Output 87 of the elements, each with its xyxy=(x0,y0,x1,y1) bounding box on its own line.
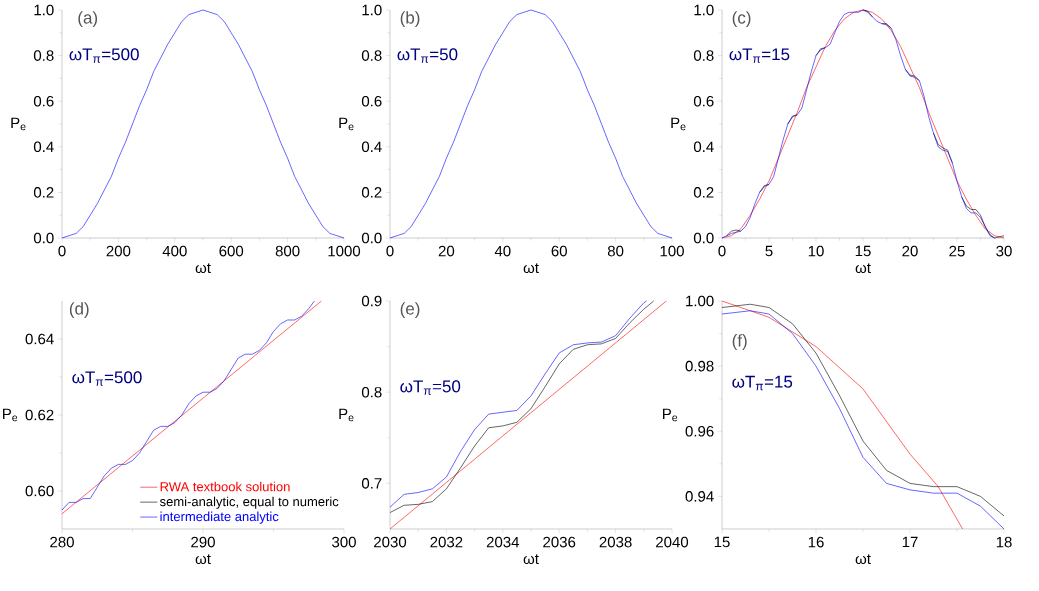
y-tick-label: 0.8 xyxy=(361,50,382,61)
annotation: (f) xyxy=(732,334,747,350)
y-tick-label: 0.96 xyxy=(685,425,714,437)
x-tick-label: 10 xyxy=(808,245,824,257)
y-tick-label: 0.2 xyxy=(693,187,714,198)
x-tick-label: 200 xyxy=(106,245,131,257)
y-axis-title: P$_{e}$ xyxy=(663,408,678,422)
x-tick-label: 400 xyxy=(162,245,187,257)
y-tick-label: 0.0 xyxy=(361,232,382,244)
x-tick-label: 100 xyxy=(660,245,684,257)
annotation: ωT$_{π}$=500 xyxy=(69,48,139,63)
y-tick-label: 0.8 xyxy=(361,386,382,398)
y-tick-label: 0.2 xyxy=(361,187,382,198)
x-axis-title: ωt xyxy=(523,554,539,565)
x-tick-label: 80 xyxy=(607,245,624,257)
y-tick-label: 1.0 xyxy=(34,4,54,16)
x-tick-label: 40 xyxy=(494,245,511,257)
y-tick-label: 0.64 xyxy=(25,333,54,345)
x-tick-label: 2032 xyxy=(430,536,463,548)
x-tick-label: 290 xyxy=(191,536,215,548)
x-tick-label: 2038 xyxy=(599,536,632,548)
y-axis-title: P$_{e}$ xyxy=(11,117,26,131)
x-tick-label: 15 xyxy=(714,536,730,548)
annotation: (e) xyxy=(400,302,420,319)
y-tick-label: 0.6 xyxy=(693,95,714,107)
annotation: ωT$_{π}$=500 xyxy=(72,371,142,386)
y-tick-label: 0.94 xyxy=(685,491,714,502)
x-tick-label: 2040 xyxy=(656,536,689,548)
y-tick-label: 0.98 xyxy=(685,360,714,372)
y-tick-label: 1.0 xyxy=(694,4,714,16)
annotation: ωT$_{π}$=50 xyxy=(397,48,458,63)
x-tick-label: 0 xyxy=(718,245,726,257)
y-tick-label: 0.2 xyxy=(33,187,54,198)
x-tick-label: 60 xyxy=(551,245,567,257)
x-tick-label: 2034 xyxy=(486,536,520,548)
annotation: (b) xyxy=(400,11,420,28)
x-axis-title: ωt xyxy=(855,263,871,274)
x-tick-label: 300 xyxy=(332,536,356,548)
x-tick-label: 25 xyxy=(949,245,965,257)
y-tick-label: 0.6 xyxy=(361,95,382,107)
y-tick-label: 1.00 xyxy=(686,295,714,307)
annotation: ωT$_{π}$=15 xyxy=(732,375,793,391)
x-tick-label: 280 xyxy=(50,536,74,548)
y-axis-title: P$_{e}$ xyxy=(3,408,18,422)
x-tick-label: 0 xyxy=(58,245,66,257)
x-tick-label: 5 xyxy=(765,245,773,257)
x-tick-label: 2030 xyxy=(374,536,407,548)
y-tick-label: 0.62 xyxy=(25,409,54,421)
y-tick-label: 0.60 xyxy=(25,485,54,497)
y-tick-label: 0.8 xyxy=(33,50,54,61)
x-tick-label: 800 xyxy=(275,245,300,257)
annotation: ωT$_{π}$=50 xyxy=(400,380,461,395)
y-tick-label: 0.6 xyxy=(33,95,54,107)
y-tick-label: 1.0 xyxy=(362,4,382,16)
x-tick-label: 18 xyxy=(996,536,1012,548)
x-tick-label: 15 xyxy=(855,245,871,257)
x-tick-label: 1000 xyxy=(328,245,361,257)
annotation: (d) xyxy=(69,302,89,319)
y-axis-title: P$_{e}$ xyxy=(339,117,354,131)
annotation: ωT$_{π}$=15 xyxy=(729,48,790,63)
x-tick-label: 20 xyxy=(902,245,918,257)
y-tick-label: 0.0 xyxy=(693,232,714,244)
legend-label: RWA textbook solution xyxy=(160,481,290,492)
y-tick-label: 0.0 xyxy=(33,232,54,244)
x-axis-title: ωt xyxy=(523,263,539,274)
annotation: (c) xyxy=(732,11,751,28)
x-tick-label: 17 xyxy=(902,536,918,548)
annotation: (a) xyxy=(78,11,98,28)
x-tick-label: 16 xyxy=(808,536,824,548)
y-axis-title: P$_{e}$ xyxy=(671,117,686,131)
y-tick-label: 0.4 xyxy=(361,141,382,153)
y-axis-title: P$_{e}$ xyxy=(339,408,354,422)
y-tick-label: 0.7 xyxy=(361,478,382,489)
y-tick-label: 0.8 xyxy=(693,50,714,61)
y-tick-label: 0.9 xyxy=(361,295,382,307)
x-tick-label: 600 xyxy=(219,245,244,257)
legend-label: intermediate analytic xyxy=(160,511,279,524)
x-axis-title: ωt xyxy=(195,554,211,565)
x-tick-label: 0 xyxy=(386,245,394,257)
x-tick-label: 20 xyxy=(438,245,455,257)
y-tick-label: 0.4 xyxy=(693,141,714,153)
x-axis-title: ωt xyxy=(195,263,211,274)
y-tick-label: 0.4 xyxy=(33,141,54,153)
x-tick-label: 30 xyxy=(996,245,1012,257)
x-tick-label: 2036 xyxy=(543,536,576,548)
x-axis-title: ωt xyxy=(855,554,871,565)
legend-label: semi-analytic, equal to numeric xyxy=(159,496,339,509)
